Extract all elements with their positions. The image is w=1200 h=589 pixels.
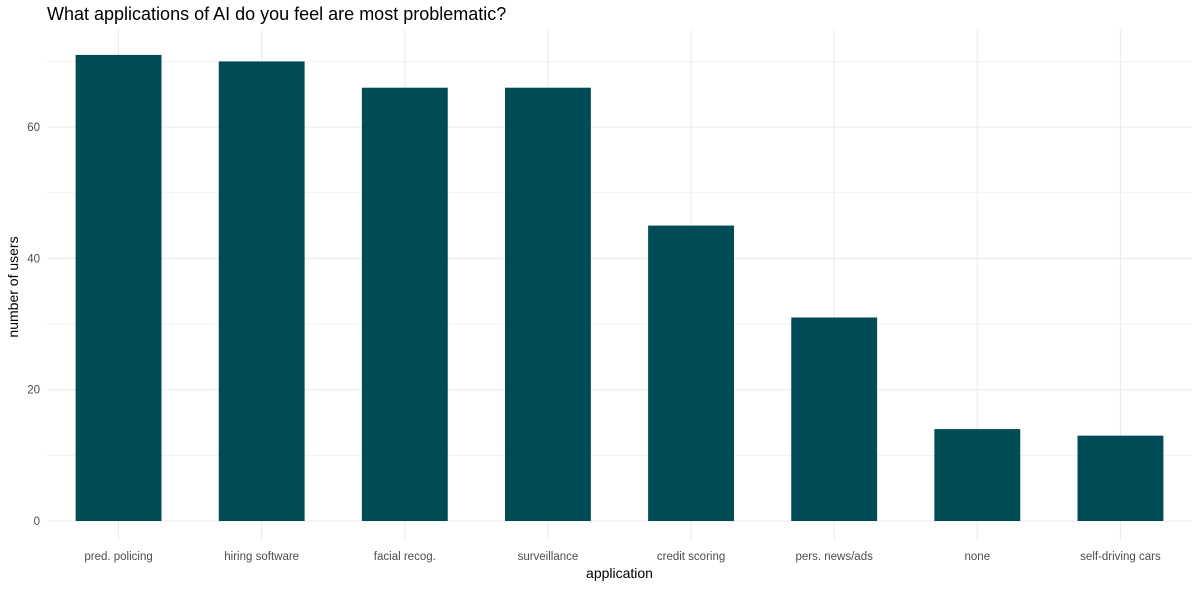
y-tick-label: 60 (27, 122, 40, 134)
bar (218, 61, 305, 521)
x-tick-label: hiring software (224, 551, 299, 563)
x-tick-label: pred. policing (84, 551, 152, 563)
bar (648, 225, 734, 521)
x-tick-label: surveillance (518, 551, 579, 563)
x-tick-label: credit scoring (657, 551, 725, 563)
chart-title: What applications of AI do you feel are … (47, 4, 506, 24)
x-tick-label: facial recog. (374, 551, 436, 563)
x-tick-label: pers. news/ads (796, 551, 874, 563)
bars (75, 54, 1164, 522)
bar (75, 54, 162, 521)
y-tick-label: 0 (34, 516, 40, 528)
y-tick-label: 40 (27, 253, 40, 265)
x-tick-label: none (965, 551, 991, 563)
bar (361, 87, 448, 522)
y-axis-title: number of users (5, 236, 21, 337)
x-axis-ticks: pred. policing hiring software facial reco… (84, 551, 1161, 563)
bar (1077, 435, 1164, 521)
y-axis-ticks: 0 20 40 60 (27, 122, 40, 528)
bar (791, 317, 878, 521)
bar (505, 87, 591, 522)
x-tick-label: self-driving cars (1080, 551, 1161, 563)
y-tick-label: 20 (27, 385, 40, 397)
x-axis-title: application (586, 565, 653, 581)
bar (934, 429, 1021, 521)
